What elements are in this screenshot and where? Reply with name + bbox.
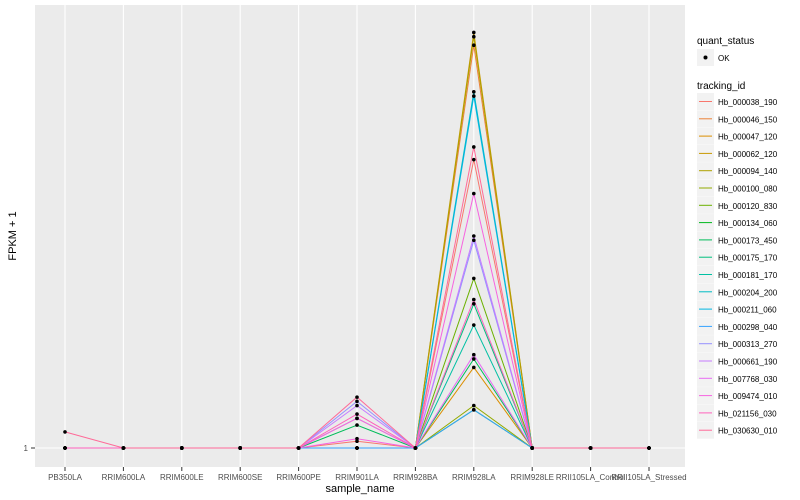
x-axis-title: sample_name bbox=[325, 483, 394, 495]
data-point bbox=[472, 323, 476, 327]
legend-quant-point bbox=[703, 55, 708, 60]
x-tick-label: RRIM600SE bbox=[218, 473, 262, 482]
data-point bbox=[355, 403, 359, 408]
legend-label: Hb_000313_270 bbox=[718, 340, 778, 349]
legend-series-items: Hb_000038_190 Hb_000046_150 Hb_000047_120 H… bbox=[697, 93, 778, 439]
legend-label: Hb_000120_830 bbox=[718, 202, 778, 211]
legend-label: Hb_000046_150 bbox=[718, 115, 778, 124]
data-point bbox=[472, 357, 476, 361]
data-point bbox=[472, 34, 476, 39]
data-point bbox=[472, 94, 476, 98]
x-tick-label: RRII105LA_Control bbox=[556, 473, 626, 482]
legend-label: Hb_000204_200 bbox=[718, 288, 778, 297]
legend-quant-title: quant_status bbox=[697, 36, 754, 47]
data-point bbox=[472, 43, 476, 47]
data-point bbox=[355, 423, 359, 427]
data-point bbox=[355, 416, 359, 421]
data-point bbox=[355, 446, 359, 450]
y-axis: 1 bbox=[24, 444, 29, 453]
legend-label: Hb_000094_140 bbox=[718, 167, 778, 176]
data-point bbox=[355, 399, 359, 404]
legend-label: Hb_007768_030 bbox=[718, 375, 778, 384]
x-tick-label: RRIM928BA bbox=[393, 473, 438, 482]
legend-label: Hb_000100_080 bbox=[718, 185, 778, 194]
data-point bbox=[63, 446, 67, 450]
x-tick-label: RRIM600LE bbox=[160, 473, 204, 482]
legend-label: Hb_009474_010 bbox=[718, 392, 778, 401]
y-tick-label: 1 bbox=[24, 444, 29, 453]
legend-quant-label: OK bbox=[718, 54, 730, 63]
legend-label: Hb_000173_450 bbox=[718, 236, 778, 245]
data-points bbox=[63, 30, 651, 450]
data-point bbox=[472, 157, 476, 162]
x-tick-label: RRIM928LA bbox=[452, 473, 496, 482]
data-point bbox=[355, 439, 359, 444]
legend-label: Hb_000175_170 bbox=[718, 254, 778, 263]
data-point bbox=[355, 436, 359, 441]
data-point bbox=[472, 145, 476, 149]
data-point bbox=[588, 446, 593, 450]
data-point bbox=[472, 30, 476, 35]
data-point bbox=[472, 234, 476, 238]
legend-label: Hb_030630_010 bbox=[718, 427, 778, 436]
data-point bbox=[121, 446, 126, 450]
legend-label: Hb_021156_030 bbox=[718, 409, 777, 418]
x-tick-label: RRIM901LA bbox=[335, 473, 379, 482]
legend-label: Hb_000038_190 bbox=[718, 98, 778, 107]
data-point bbox=[472, 297, 476, 302]
x-axis: PB350LA RRIM600LA RRIM600LE RRIM600SE RRIM60… bbox=[48, 467, 687, 482]
legend-label: Hb_000661_190 bbox=[718, 358, 778, 367]
data-point bbox=[180, 446, 184, 450]
x-tick-label: PB350LA bbox=[48, 473, 82, 482]
y-axis-title: FPKM + 1 bbox=[7, 211, 19, 260]
data-point bbox=[472, 365, 476, 370]
data-point bbox=[238, 446, 242, 450]
data-point bbox=[63, 430, 67, 434]
data-point bbox=[472, 238, 476, 243]
data-point bbox=[413, 446, 418, 450]
data-point bbox=[355, 412, 359, 416]
x-tick-label: RRIM928LE bbox=[510, 473, 554, 482]
data-point bbox=[472, 90, 476, 94]
x-tick-label: RRIM600LA bbox=[102, 473, 146, 482]
data-point bbox=[472, 352, 476, 357]
data-point bbox=[472, 403, 476, 408]
data-point bbox=[472, 276, 476, 281]
legend-label: Hb_000062_120 bbox=[718, 150, 778, 159]
data-point bbox=[472, 191, 476, 196]
data-point bbox=[296, 446, 301, 450]
x-tick-label: RRIM600PE bbox=[276, 473, 320, 482]
data-point bbox=[530, 446, 534, 450]
legend-label: Hb_000181_170 bbox=[718, 271, 778, 280]
legend-label: Hb_000298_040 bbox=[718, 323, 778, 332]
legend-label: Hb_000211_060 bbox=[718, 306, 777, 315]
legend-series-title: tracking_id bbox=[697, 81, 745, 92]
legend: quant_status OK tracking_id Hb_000038_19… bbox=[697, 36, 778, 439]
data-point bbox=[472, 408, 476, 412]
legend-label: Hb_000134_060 bbox=[718, 219, 778, 228]
data-point bbox=[472, 302, 476, 306]
x-tick-label: RRII105LA_Stressed bbox=[611, 473, 686, 482]
legend-label: Hb_000047_120 bbox=[718, 133, 778, 142]
panel-background bbox=[35, 5, 685, 467]
data-point bbox=[647, 446, 651, 450]
data-point bbox=[355, 395, 359, 399]
